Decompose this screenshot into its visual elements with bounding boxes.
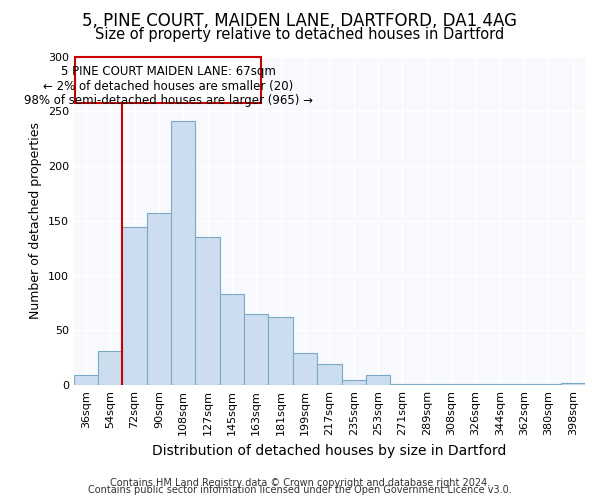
Bar	[98, 351, 122, 385]
Bar	[196, 238, 220, 385]
Bar	[244, 314, 268, 385]
Text: 98% of semi-detached houses are larger (965) →: 98% of semi-detached houses are larger (…	[23, 94, 313, 107]
Bar	[171, 121, 196, 385]
Bar	[488, 384, 512, 385]
Bar	[122, 228, 147, 385]
Bar	[536, 384, 560, 385]
Text: 5 PINE COURT MAIDEN LANE: 67sqm: 5 PINE COURT MAIDEN LANE: 67sqm	[61, 66, 275, 78]
Y-axis label: Number of detached properties: Number of detached properties	[29, 122, 42, 320]
Bar	[317, 364, 341, 385]
X-axis label: Distribution of detached houses by size in Dartford: Distribution of detached houses by size …	[152, 444, 506, 458]
Text: Contains HM Land Registry data © Crown copyright and database right 2024.: Contains HM Land Registry data © Crown c…	[110, 478, 490, 488]
Bar	[75, 56, 261, 102]
Bar	[74, 376, 98, 385]
Bar	[560, 383, 585, 385]
Bar	[268, 318, 293, 385]
Bar	[366, 376, 390, 385]
Text: ← 2% of detached houses are smaller (20): ← 2% of detached houses are smaller (20)	[43, 80, 293, 92]
Bar	[390, 384, 415, 385]
Text: Size of property relative to detached houses in Dartford: Size of property relative to detached ho…	[95, 28, 505, 42]
Bar	[293, 354, 317, 385]
Bar	[147, 213, 171, 385]
Text: 5, PINE COURT, MAIDEN LANE, DARTFORD, DA1 4AG: 5, PINE COURT, MAIDEN LANE, DARTFORD, DA…	[83, 12, 517, 30]
Text: Contains public sector information licensed under the Open Government Licence v3: Contains public sector information licen…	[88, 485, 512, 495]
Bar	[463, 384, 488, 385]
Bar	[415, 384, 439, 385]
Bar	[341, 380, 366, 385]
Bar	[439, 384, 463, 385]
Bar	[220, 294, 244, 385]
Bar	[512, 384, 536, 385]
